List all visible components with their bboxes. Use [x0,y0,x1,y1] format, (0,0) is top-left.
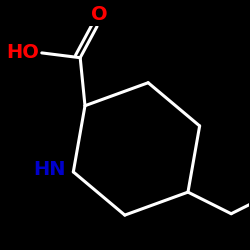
Text: HN: HN [34,160,66,179]
Text: HO: HO [6,44,40,62]
Text: O: O [91,5,108,24]
